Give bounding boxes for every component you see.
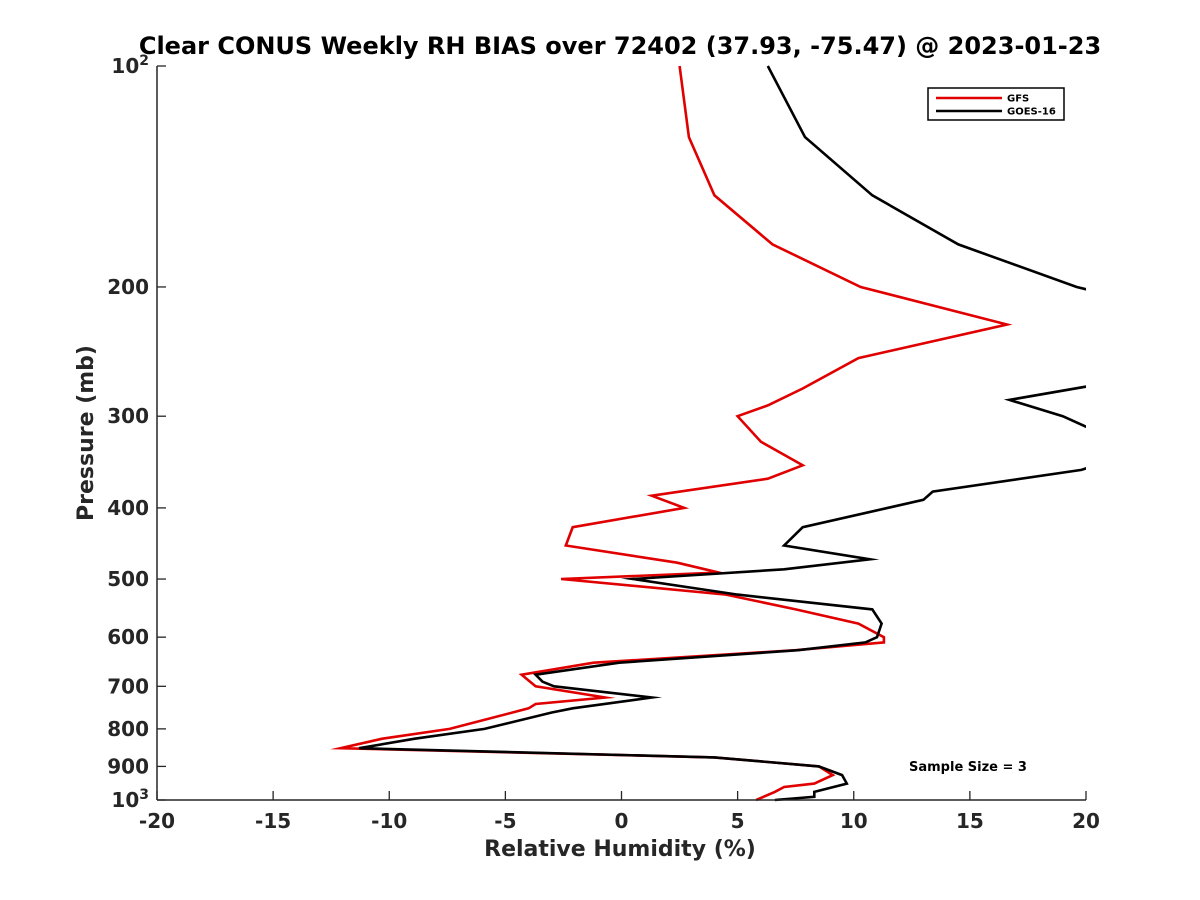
y-tick-label: 500 (107, 567, 149, 591)
y-tick-label: 300 (107, 404, 149, 428)
ticks-layer: -20 -15 -10 -5 0 5 10 15 20 102 200 300 400 500 600 700… (107, 53, 1100, 833)
y-tick-label: 900 (107, 754, 149, 778)
y-axis-label: Pressure (mb) (74, 345, 99, 521)
y-tick-label: 200 (107, 275, 149, 299)
x-tick-label: 10 (840, 809, 868, 833)
legend-label-gfs: GFS (1007, 94, 1029, 105)
y-tick-label: 103 (111, 787, 149, 812)
legend-label-goes-16: GOES-16 (1007, 107, 1056, 118)
x-tick-label: -20 (139, 809, 175, 833)
x-tick-label: 0 (615, 809, 629, 833)
y-tick-label: 600 (107, 625, 149, 649)
legend-items: GFS GOES-16 (936, 94, 1056, 118)
x-tick-label: 5 (731, 809, 745, 833)
x-tick-label: -15 (255, 809, 291, 833)
chart-title: Clear CONUS Weekly RH BIAS over 72402 (3… (139, 32, 1101, 60)
y-tick-label: 700 (107, 674, 149, 698)
legend: GFS GOES-16 (927, 87, 1065, 121)
y-tick-label: 102 (111, 53, 149, 78)
series-layer (330, 65, 1086, 802)
y-tick-label: 800 (107, 717, 149, 741)
legend-box (927, 87, 1065, 121)
x-tick-label: -10 (371, 809, 407, 833)
x-tick-label: -5 (494, 809, 516, 833)
series-line-gfs (330, 65, 1013, 802)
x-tick-label: 15 (956, 809, 984, 833)
sample-size-annotation: Sample Size = 3 (909, 760, 1027, 775)
axes-layer (156, 66, 1086, 801)
series-line-goes-16 (358, 65, 1086, 802)
y-tick-label: 400 (107, 496, 149, 520)
x-axis-label: Relative Humidity (%) (484, 837, 756, 862)
x-tick-label: 20 (1072, 809, 1100, 833)
